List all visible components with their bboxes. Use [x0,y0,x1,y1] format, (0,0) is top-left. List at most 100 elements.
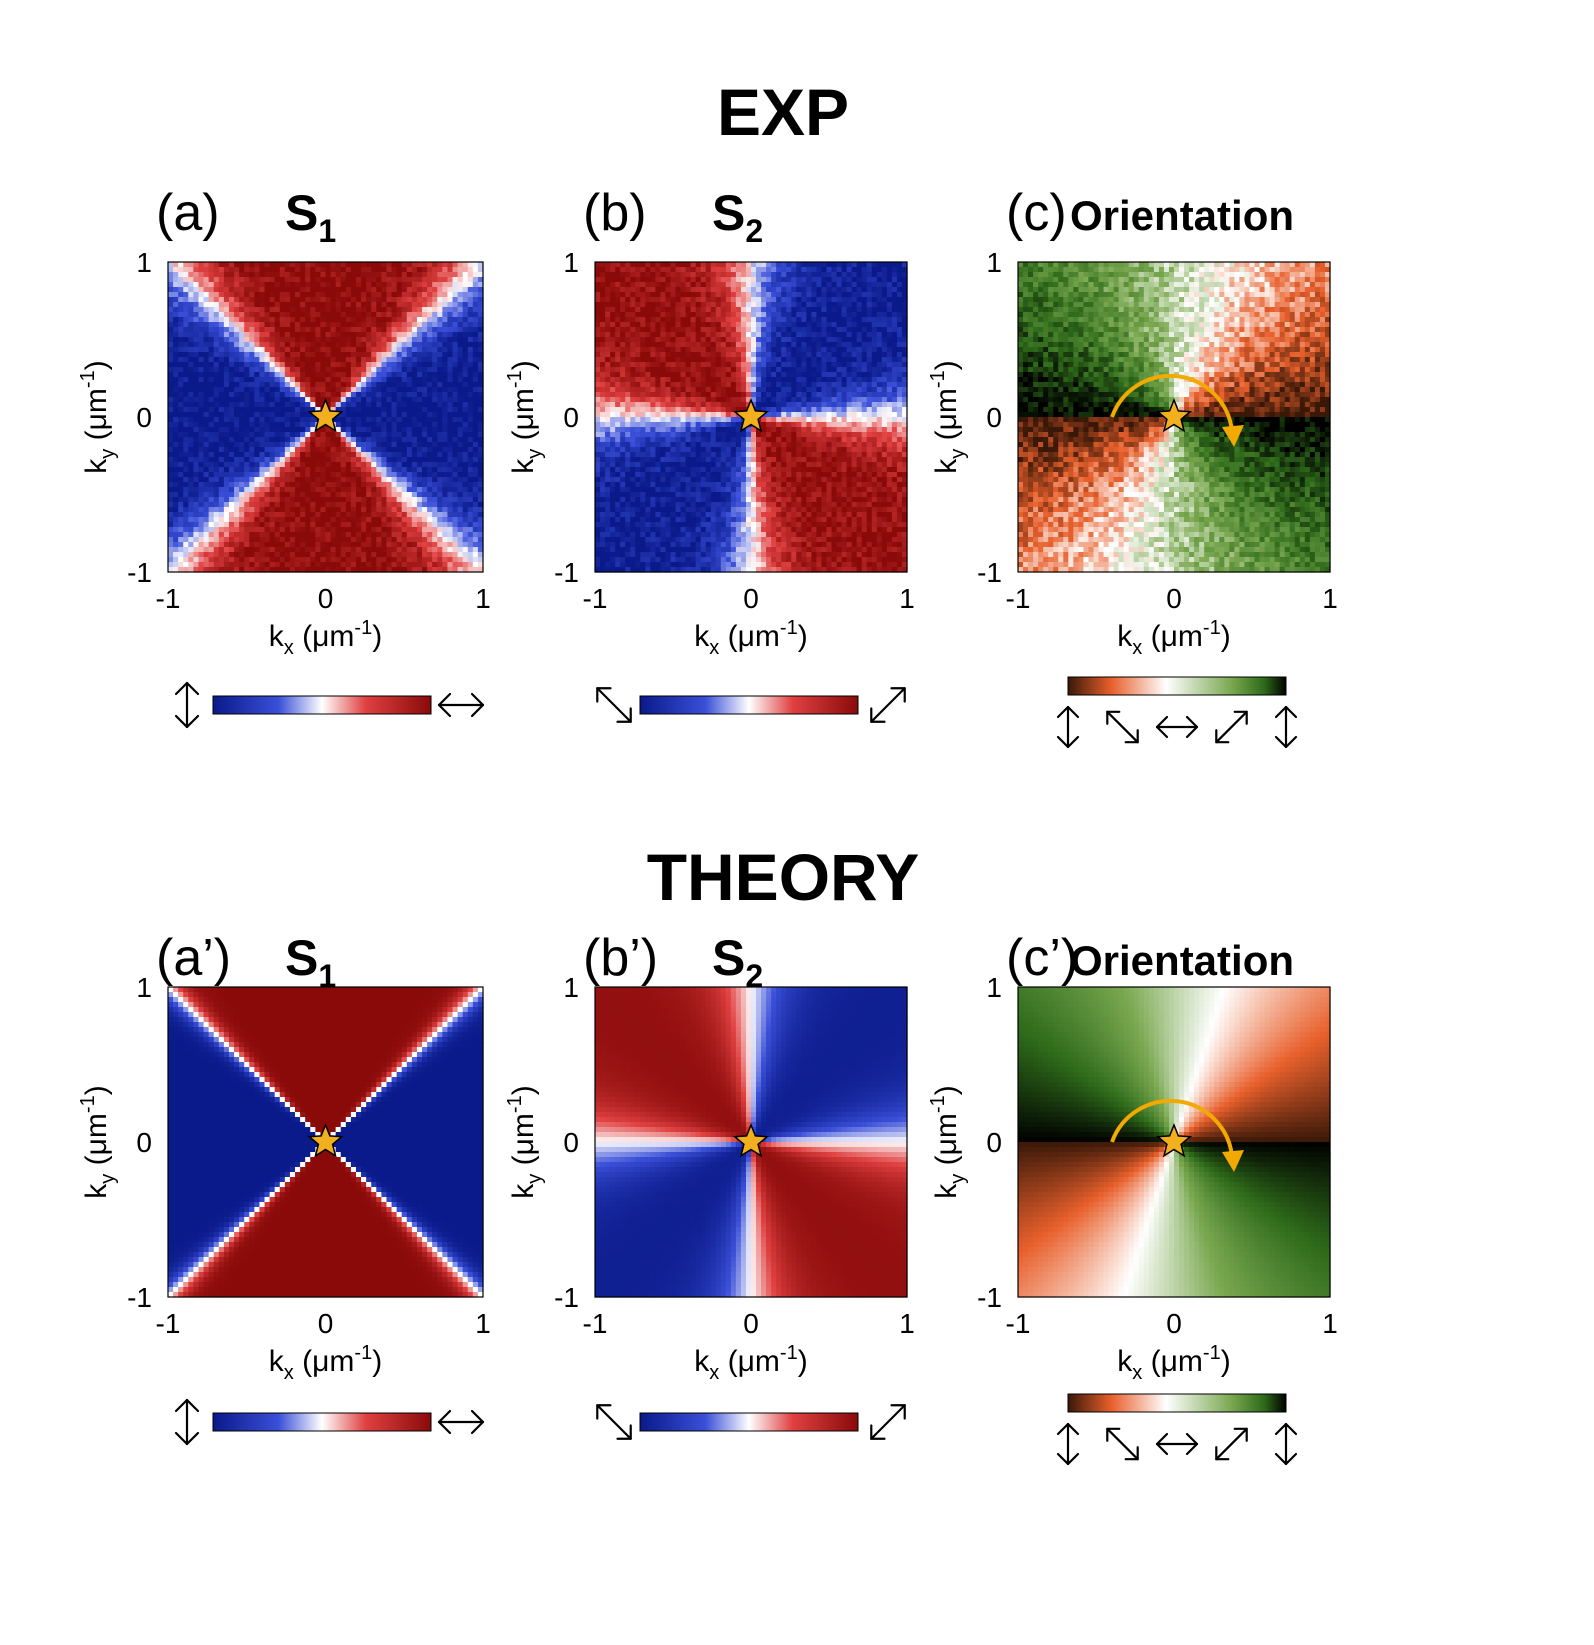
heatmap-cell [188,497,194,503]
heatmap-cell [310,417,316,423]
heatmap-cell [437,477,443,483]
heatmap-cell [630,302,636,308]
heatmap-cell [289,312,296,318]
heatmap-cell [188,287,194,293]
heatmap-cell [315,352,322,358]
heatmap-cell [234,472,240,478]
heatmap-cell [605,457,611,463]
heatmap-cell [422,432,428,438]
heatmap-cell [406,532,413,538]
heatmap-cell [340,542,347,548]
heatmap-cell [198,457,205,463]
heatmap-cell [361,427,367,433]
heatmap-cell [173,347,179,353]
heatmap-cell [670,342,677,348]
heatmap-cell [208,477,215,483]
heatmap-cell [650,277,656,283]
heatmap-cell [620,332,626,338]
heatmap-cell [284,502,291,508]
heatmap-cell [605,492,611,498]
heatmap-cell [330,362,337,368]
heatmap-cell [605,322,611,328]
heatmap-cell [462,552,469,558]
heatmap-cell [615,567,621,573]
heatmap-cell [452,392,459,398]
heatmap-cell [315,492,322,498]
heatmap-cell [670,287,677,293]
heatmap-cell [615,537,621,543]
heatmap-cell [610,487,616,493]
heatmap-cell [228,297,235,303]
heatmap-cell [675,507,682,513]
heatmap-cell [183,567,189,573]
heatmap-cell [305,482,311,488]
heatmap-cell [452,362,459,368]
heatmap-cell [650,422,656,428]
heatmap-cell [462,287,469,293]
heatmap-cell [411,377,418,383]
heatmap-cell [325,367,332,373]
heatmap-cell [655,407,662,413]
heatmap-cell [279,552,286,558]
heatmap-cell [274,507,281,513]
heatmap-cell [630,367,636,373]
heatmap-cell [655,467,662,473]
heatmap-cell [254,562,261,568]
heatmap-cell [416,437,423,443]
heatmap-cell [600,397,606,403]
heatmap-cell [366,437,372,443]
heatmap-cell [223,547,230,553]
heatmap-cell [615,337,621,343]
heatmap-cell [605,427,611,433]
heatmap-cell [595,532,601,538]
heatmap-cell [457,287,464,293]
heatmap-cell [295,502,301,508]
heatmap-cell [223,347,230,353]
heatmap-cell [650,397,656,403]
heatmap-cell [269,312,276,318]
heatmap-cell [605,347,611,353]
heatmap-cell [295,327,301,333]
heatmap-cell [269,272,276,278]
heatmap-cell [595,542,601,548]
heatmap-cell [320,332,327,338]
heatmap-cell [442,322,449,328]
heatmap-cell [685,267,692,273]
heatmap-cell [630,347,636,353]
heatmap-cell [670,317,677,323]
heatmap-cell [198,472,205,478]
heatmap-cell [264,317,271,323]
heatmap-cell [462,297,469,303]
heatmap-cell [361,332,367,338]
heatmap-cell [305,492,311,498]
heatmap-cell [371,442,377,448]
heatmap-cell [422,352,428,358]
heatmap-cell [208,332,215,338]
heatmap-cell [655,567,662,573]
heatmap-cell [305,467,311,473]
heatmap-cell [635,307,641,313]
heatmap-cell [213,417,220,423]
heatmap-cell [427,517,433,523]
heatmap-cell [188,532,194,538]
heatmap-cell [361,552,367,558]
heatmap-cell [447,417,454,423]
heatmap-cell [442,532,449,538]
heatmap-cell [396,412,403,418]
heatmap-cell [244,357,250,363]
heatmap-cell [650,452,656,458]
heatmap-cell [218,387,225,393]
heatmap-cell [371,497,377,503]
heatmap-cell [442,307,449,313]
heatmap-cell [630,402,636,408]
heatmap-cell [645,402,651,408]
heatmap-cell [376,517,382,523]
heatmap-cell [406,332,413,338]
heatmap-cell [310,447,316,453]
heatmap-cell [650,332,656,338]
heatmap-cell [645,567,651,573]
heatmap-cell [305,527,311,533]
heatmap-cell [452,532,459,538]
heatmap-cell [391,447,398,453]
heatmap-cell [595,442,601,448]
